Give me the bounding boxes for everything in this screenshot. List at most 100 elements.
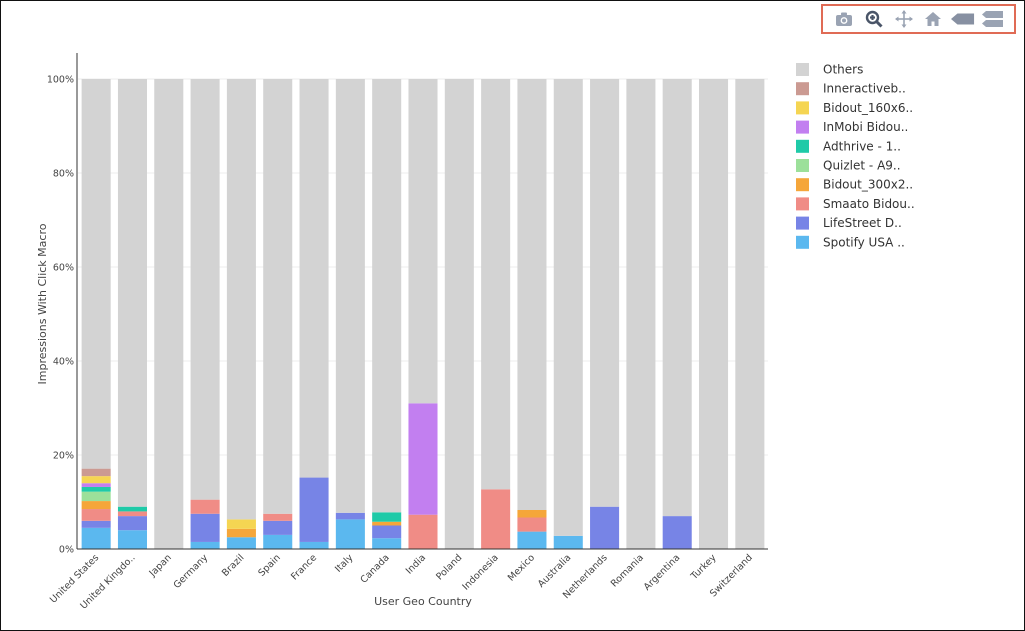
camera-icon[interactable] (832, 8, 856, 30)
bar-segment[interactable] (226, 528, 256, 538)
y-axis-title: Impressions With Click Macro (36, 223, 49, 384)
bar-segment[interactable] (335, 512, 365, 520)
zoom-icon[interactable] (862, 8, 886, 30)
legend-label: Adthrive - 1.. (823, 139, 901, 153)
hover-compare-icon[interactable] (981, 8, 1005, 30)
legend-item[interactable]: Quizlet - A9.. (796, 159, 901, 173)
legend-label: Inneractiveb.. (823, 82, 906, 96)
x-tick-label: Mexico (506, 552, 537, 583)
legend-item[interactable]: Inneractiveb.. (796, 82, 906, 96)
bar-segment[interactable] (226, 537, 256, 549)
legend-item[interactable]: LifeStreet D.. (796, 216, 902, 230)
hover-closest-icon[interactable] (951, 8, 975, 30)
legend-swatch (796, 139, 809, 153)
bar-segment[interactable] (117, 516, 147, 531)
bar-segment[interactable] (263, 520, 293, 535)
bar-segment[interactable] (81, 520, 111, 528)
bar-segment[interactable] (626, 79, 656, 549)
legend-label: Bidout_300x2.. (823, 178, 913, 192)
x-tick-label: Romania (609, 552, 646, 589)
bar-segment[interactable] (81, 468, 111, 477)
bar-segment[interactable] (735, 79, 765, 549)
bar-segment[interactable] (590, 506, 620, 549)
legend-swatch (796, 82, 809, 96)
bar-segment[interactable] (699, 79, 729, 549)
bar-segment[interactable] (226, 79, 256, 520)
bar-segment[interactable] (190, 513, 220, 542)
bar-segment[interactable] (517, 531, 547, 549)
axes (76, 53, 768, 550)
bar-segment[interactable] (517, 517, 547, 532)
legend-label: InMobi Bidou.. (823, 120, 908, 134)
bar-segment[interactable] (408, 79, 438, 404)
bar-segment[interactable] (299, 541, 329, 549)
home-icon[interactable] (921, 8, 945, 30)
bar-segment[interactable] (408, 514, 438, 549)
bar-segment[interactable] (408, 403, 438, 515)
bar-segment[interactable] (190, 541, 220, 549)
bar-segment[interactable] (117, 511, 147, 517)
bar-segment[interactable] (335, 79, 365, 513)
bar-segment[interactable] (81, 527, 111, 549)
bar-segment[interactable] (481, 79, 511, 490)
bar-segment[interactable] (263, 513, 293, 521)
modebar (821, 4, 1016, 34)
legend-swatch (796, 235, 809, 249)
bar-segment[interactable] (553, 79, 583, 536)
bar-segment[interactable] (517, 509, 547, 518)
bar-segment[interactable] (190, 499, 220, 514)
bar-segment[interactable] (372, 521, 402, 526)
bar-segment[interactable] (553, 535, 583, 549)
legend-swatch (796, 120, 809, 134)
x-tick-label: Germany (172, 552, 211, 591)
bar-segment[interactable] (372, 525, 402, 539)
bar-segment[interactable] (117, 530, 147, 549)
y-tick-label: 80% (53, 169, 74, 180)
bar-segment[interactable] (81, 509, 111, 521)
bar-segment[interactable] (81, 79, 111, 469)
bar-segment[interactable] (335, 519, 365, 549)
bar-segment[interactable] (662, 516, 692, 549)
legend-item[interactable]: Bidout_300x2.. (796, 178, 913, 192)
x-tick-label: India (404, 552, 428, 576)
x-tick-label: France (289, 552, 319, 582)
bar-segment[interactable] (444, 79, 474, 549)
bar-segment[interactable] (372, 512, 402, 522)
legend-swatch (796, 216, 809, 230)
pan-icon[interactable] (892, 8, 916, 30)
bar-segment[interactable] (81, 476, 111, 484)
legend-item[interactable]: Spotify USA .. (796, 235, 905, 249)
legend-item[interactable]: Bidout_160x6.. (796, 101, 913, 115)
bar-segment[interactable] (81, 501, 111, 510)
x-tick-label: Canada (358, 552, 391, 585)
x-tick-label: Australia (536, 552, 573, 589)
bar-segment[interactable] (117, 79, 147, 507)
bar-segment[interactable] (226, 519, 256, 529)
bar-segment[interactable] (372, 538, 402, 549)
bar-segment[interactable] (263, 79, 293, 514)
bar-segment[interactable] (117, 506, 147, 512)
bar-segment[interactable] (590, 79, 620, 507)
bar-segment[interactable] (81, 486, 111, 492)
legend-item[interactable]: Smaato Bidou.. (796, 197, 915, 211)
bar-segment[interactable] (81, 483, 111, 487)
legend-item[interactable]: InMobi Bidou.. (796, 120, 908, 134)
x-tick-label: Japan (147, 552, 174, 579)
legend-swatch (796, 101, 809, 115)
bar-segment[interactable] (263, 534, 293, 549)
bar-segment[interactable] (662, 79, 692, 517)
y-tick-labels: 0% 20% 40% 60% 80% 100% (47, 75, 74, 556)
bar-segment[interactable] (154, 79, 184, 549)
legend-item[interactable]: Adthrive - 1.. (796, 139, 901, 153)
bar-segment[interactable] (299, 477, 329, 542)
bar-segment[interactable] (299, 79, 329, 478)
bar-segment[interactable] (190, 79, 220, 500)
legend-item[interactable]: Others (796, 63, 863, 77)
legend-label: Bidout_160x6.. (823, 101, 913, 115)
bar-segment[interactable] (517, 79, 547, 510)
legend-swatch (796, 197, 809, 211)
bar-segment[interactable] (481, 489, 511, 549)
bar-segment[interactable] (372, 79, 402, 513)
bar-segment[interactable] (81, 491, 111, 502)
